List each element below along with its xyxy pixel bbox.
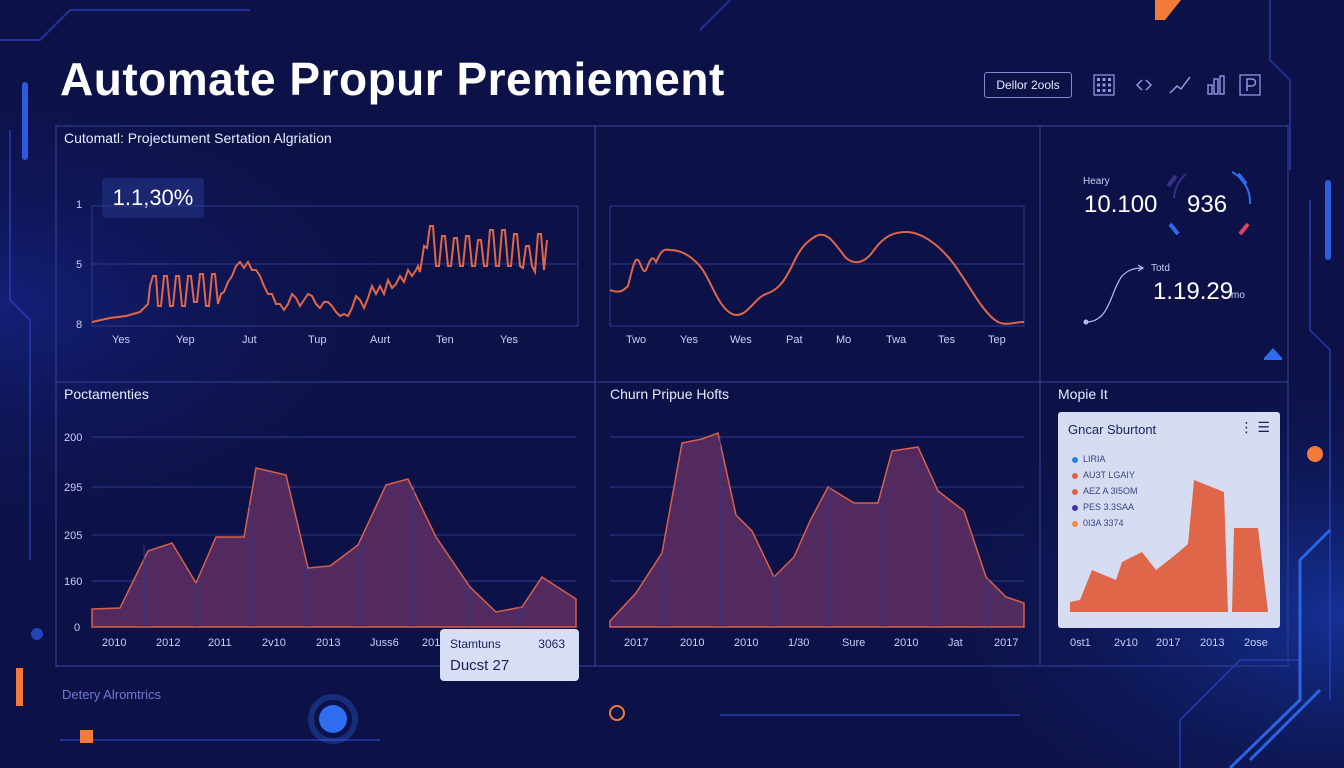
x-tick: Ten <box>436 334 454 346</box>
x-tick: Juss6 <box>370 637 399 649</box>
x-tick: Yes <box>680 334 698 346</box>
duration-unit: mo <box>1231 290 1245 301</box>
mini-area-chart <box>1070 480 1268 612</box>
x-tick: Jut <box>242 334 257 346</box>
x-tick: 2ose <box>1244 637 1268 649</box>
gauge-value: 936 <box>1187 191 1228 218</box>
parking-icon[interactable] <box>1238 73 1262 97</box>
x-tick: Wes <box>730 334 752 346</box>
x-tick: 0st1 <box>1070 637 1091 649</box>
card-title: Gncar Sburtont <box>1068 422 1157 437</box>
bars-icon[interactable] <box>1204 73 1228 97</box>
x-tick: Tes <box>938 334 956 346</box>
x-tick: Sure <box>842 637 865 649</box>
x-tick: Tep <box>988 334 1006 346</box>
metric-label: Heary <box>1083 176 1110 187</box>
legend-item: 0I3A 3374 <box>1072 518 1124 528</box>
x-tick: Yes <box>112 334 130 346</box>
y-tick: 205 <box>64 530 82 542</box>
panel-title-top-left: Cutomatl: Projectument Sertation Algriat… <box>64 130 332 146</box>
y-tick: 1 <box>76 199 82 211</box>
tooltip-label: Stamtuns <box>450 637 501 651</box>
x-tick: Yes <box>500 334 518 346</box>
tooltip-sub: Ducst 27 <box>450 657 510 674</box>
metric-label: Totd <box>1151 263 1170 274</box>
legend-item: AU3T LGAIY <box>1072 470 1135 480</box>
area-series <box>609 431 1025 628</box>
legend-item: PES 3.3SAA <box>1072 502 1134 512</box>
metric-value: 10.100 <box>1084 191 1158 218</box>
series-line <box>91 225 548 323</box>
tools-button[interactable]: Dellor 2ools <box>984 72 1072 98</box>
y-tick: 295 <box>64 482 82 494</box>
area-chart-bottom-middle: 2017 2010 2010 1/30 Sure 2010 Jat 2017 <box>609 431 1025 649</box>
x-tick: Yep <box>176 334 195 346</box>
y-tick: 0 <box>74 622 80 634</box>
x-tick: 2013 <box>1200 637 1224 649</box>
x-tick: 2v10 <box>262 637 286 649</box>
divider <box>56 381 1288 383</box>
mini-chart-card: Gncar Sburtont ⋮ ☰ LIRIA AU3T LGAIY AEZ … <box>1058 412 1280 628</box>
line-chart-top-middle: Two Yes Wes Pat Mo Twa Tes Tep <box>609 205 1025 346</box>
x-tick: 2017 <box>994 637 1018 649</box>
legend-item: AEZ A 3I5OM <box>1072 486 1138 496</box>
duration-value: 1.19.29 <box>1153 278 1234 305</box>
trend-icon[interactable] <box>1168 73 1192 97</box>
y-tick: 160 <box>64 576 82 588</box>
x-tick: 2010 <box>894 637 918 649</box>
x-tick: 2012 <box>156 637 180 649</box>
chart-tooltip: Stamtuns 3063 Ducst 27 <box>440 629 579 681</box>
x-tick: 1/30 <box>788 637 809 649</box>
spark-curve <box>1083 264 1145 325</box>
x-tick: 2017 <box>1156 637 1180 649</box>
legend-item: LIRIA <box>1072 454 1106 464</box>
mini-chart-x-axis: 0st1 2v10 2017 2013 2ose <box>1070 637 1268 649</box>
x-tick: 2010 <box>734 637 758 649</box>
footer-note: Detery Alromtrics <box>62 687 161 702</box>
y-tick: 5 <box>76 259 82 271</box>
panel-title-bottom-left: Poctamenties <box>64 386 149 402</box>
ring-gauge <box>1166 171 1252 236</box>
x-tick: 2v10 <box>1114 637 1138 649</box>
x-tick: Two <box>626 334 646 346</box>
code-icon[interactable] <box>1132 73 1156 97</box>
line-chart-top-left: 1 5 8 Yes Yep Jut Tup Aurt Ten Yes <box>76 199 579 346</box>
x-tick: Twa <box>886 334 907 346</box>
x-tick: 2017 <box>624 637 648 649</box>
area-series <box>91 467 577 628</box>
x-tick: 2011 <box>208 637 232 649</box>
x-tick: Mo <box>836 334 851 346</box>
panel-title-bottom-middle: Churn Pripue Hofts <box>610 386 730 402</box>
area-series <box>1232 528 1268 612</box>
area-series <box>1070 480 1228 612</box>
x-tick: Jat <box>948 637 963 649</box>
x-tick: 2013 <box>316 637 340 649</box>
area-chart-bottom-left: 200 295 205 160 0 2010 2012 2011 2v10 20… <box>64 432 577 649</box>
card-menu-icon[interactable]: ⋮ ☰ <box>1239 419 1270 435</box>
x-tick: Pat <box>786 334 803 346</box>
grid-icon[interactable] <box>1092 73 1116 97</box>
x-tick: Aurt <box>370 334 390 346</box>
x-tick: 201 <box>422 637 440 649</box>
y-tick: 200 <box>64 432 82 444</box>
tooltip-value: 3063 <box>538 637 565 651</box>
x-tick: 2010 <box>102 637 126 649</box>
x-tick: 2010 <box>680 637 704 649</box>
panel-title-bottom-right: Mopie It <box>1058 386 1108 402</box>
series-line <box>609 230 1025 325</box>
x-tick: Tup <box>308 334 327 346</box>
page-title: Automate Propur Premiement <box>60 53 725 105</box>
y-tick: 8 <box>76 319 82 331</box>
